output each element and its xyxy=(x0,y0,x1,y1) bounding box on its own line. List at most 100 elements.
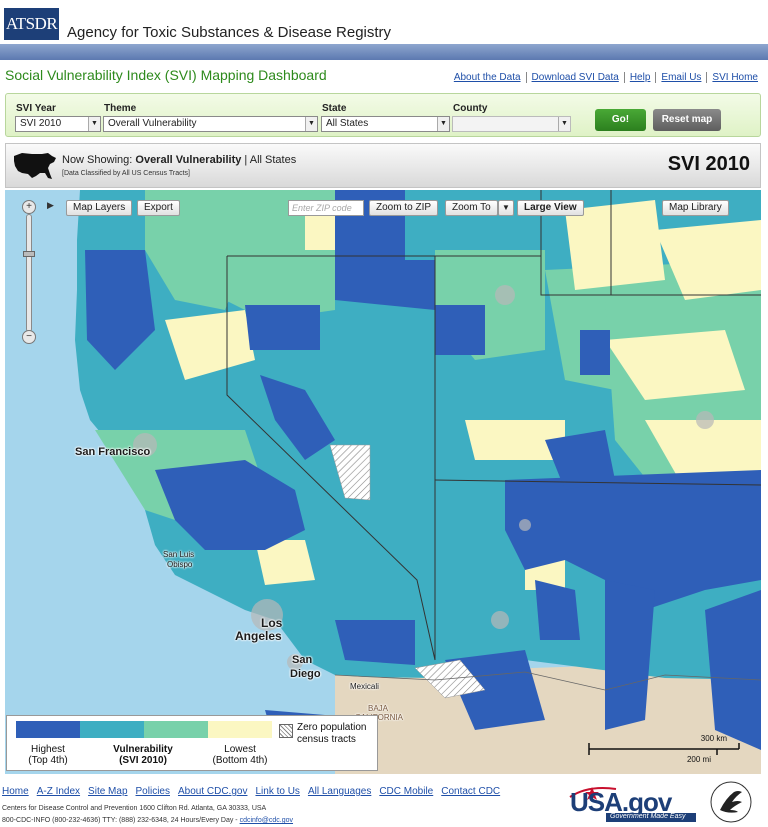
zoom-to-dropdown[interactable]: ▼ xyxy=(498,200,514,216)
svi-year-badge: SVI 2010 xyxy=(667,153,750,175)
hhs-eagle-icon[interactable] xyxy=(708,780,754,824)
svi-year-select[interactable]: SVI 2010 ▼ xyxy=(15,116,101,132)
region-label-baja-2: CALIFORNIA xyxy=(355,713,404,722)
legend-zero-1: Zero population xyxy=(297,722,367,733)
scale-bar-graphic xyxy=(588,743,740,755)
footer-link-home[interactable]: Home xyxy=(2,786,29,797)
zoom-track[interactable] xyxy=(26,214,32,332)
export-button[interactable]: Export xyxy=(137,200,180,216)
footer-link-mobile[interactable]: CDC Mobile xyxy=(379,786,434,797)
theme-label: Theme xyxy=(104,103,137,114)
map-library-button[interactable]: Map Library xyxy=(662,200,729,216)
site-header: ATSDR Agency for Toxic Substances & Dise… xyxy=(0,0,768,44)
city-label-sd-2: Diego xyxy=(290,668,321,680)
zoom-slider[interactable]: + − xyxy=(20,200,38,348)
zip-code-input[interactable]: Enter ZIP code xyxy=(288,200,364,216)
footer-phone: 800-CDC-INFO (800-232-4636) TTY: (888) 2… xyxy=(2,817,240,824)
city-label-slo-2: Obispo xyxy=(167,560,193,569)
footer-link-sitemap[interactable]: Site Map xyxy=(88,786,128,797)
atsdr-logo[interactable]: ATSDR xyxy=(4,8,59,40)
legend-highest: Highest (Top 4th) xyxy=(16,744,80,766)
help-link[interactable]: Help xyxy=(625,72,657,83)
now-showing-theme: Overall Vulnerability xyxy=(135,154,242,166)
county-select[interactable]: ▼ xyxy=(452,116,571,132)
scale-km-label: 300 km xyxy=(700,734,727,743)
legend-zero-2: census tracts xyxy=(297,734,356,745)
state-select[interactable]: All States ▼ xyxy=(321,116,450,132)
legend-zero-population: Zero population census tracts xyxy=(297,722,367,746)
legend-vulnerability: Vulnerability (SVI 2010) xyxy=(99,744,187,766)
map-legend: Highest (Top 4th) Vulnerability (SVI 201… xyxy=(6,715,378,771)
expand-panel-icon[interactable]: ▶ xyxy=(47,200,54,210)
zoom-thumb[interactable] xyxy=(23,251,35,258)
usagov-logo[interactable]: USA.gov Government Made Easy xyxy=(568,783,700,823)
footer-link-languages[interactable]: All Languages xyxy=(307,786,372,797)
svi-year-value: SVI 2010 xyxy=(20,118,62,129)
usagov-wordmark: USA.gov xyxy=(570,787,672,817)
now-showing-separator: | xyxy=(244,154,248,166)
city-label-la-2: Angeles xyxy=(235,629,282,643)
legend-swatch-lowest xyxy=(208,721,272,738)
legend-highest-label: Highest xyxy=(31,744,65,755)
map-canvas[interactable]: + − ▶ Map Layers Export Enter ZIP code Z… xyxy=(5,190,761,774)
reset-map-button[interactable]: Reset map xyxy=(653,109,721,131)
download-svi-link[interactable]: Download SVI Data xyxy=(527,72,625,83)
go-button[interactable]: Go! xyxy=(595,109,646,131)
email-us-link[interactable]: Email Us xyxy=(656,72,708,83)
svi-home-link[interactable]: SVI Home xyxy=(712,72,758,83)
usagov-logo-graphic xyxy=(569,787,696,822)
theme-select[interactable]: Overall Vulnerability ▼ xyxy=(103,116,318,132)
about-data-link[interactable]: About the Data xyxy=(449,72,527,83)
chevron-down-icon: ▼ xyxy=(558,117,570,131)
scale-bar: 300 km 200 mi xyxy=(587,734,741,766)
now-showing-scope: All States xyxy=(249,154,297,166)
region-label-baja-1: BAJA xyxy=(368,704,389,713)
page-title: Social Vulnerability Index (SVI) Mapping… xyxy=(5,67,327,83)
map-layers-button[interactable]: Map Layers xyxy=(66,200,133,216)
city-label-la-1: Los xyxy=(261,616,283,630)
footer-link-az[interactable]: A-Z Index xyxy=(36,786,81,797)
zoom-to-button[interactable]: Zoom To xyxy=(445,200,498,216)
footer-address: Centers for Disease Control and Preventi… xyxy=(2,805,267,812)
now-showing-text: Now Showing: Overall Vulnerability | All… xyxy=(62,154,296,166)
footer-link-contact[interactable]: Contact CDC xyxy=(441,786,501,797)
legend-swatch-3 xyxy=(144,721,208,738)
footer-link-about[interactable]: About CDC.gov xyxy=(177,786,248,797)
legend-highest-sub: (Top 4th) xyxy=(28,755,68,766)
us-map-icon xyxy=(14,153,56,179)
legend-lowest: Lowest (Bottom 4th) xyxy=(208,744,272,766)
theme-value: Overall Vulnerability xyxy=(108,118,197,129)
zoom-in-button[interactable]: + xyxy=(22,200,36,214)
legend-lowest-sub: (Bottom 4th) xyxy=(212,755,268,766)
city-label-mexicali: Mexicali xyxy=(350,682,379,691)
state-label: State xyxy=(322,103,347,114)
city-label-sd-1: San xyxy=(292,654,313,666)
top-links: About the Data Download SVI Data Help Em… xyxy=(449,72,758,83)
legend-swatch-2 xyxy=(80,721,144,738)
filter-panel: SVI Year SVI 2010 ▼ Theme Overall Vulner… xyxy=(5,93,761,137)
svi-year-label: SVI Year xyxy=(16,103,56,114)
chevron-down-icon: ▼ xyxy=(437,117,449,131)
city-label-sf: San Francisco xyxy=(75,446,151,458)
footer-link-linkto[interactable]: Link to Us xyxy=(255,786,300,797)
usagov-tagline: Government Made Easy xyxy=(610,813,686,820)
now-showing-prefix: Now Showing: xyxy=(62,154,133,166)
state-value: All States xyxy=(326,118,369,129)
footer-email-link[interactable]: cdcinfo@cdc.gov xyxy=(239,817,294,824)
agency-name: Agency for Toxic Substances & Disease Re… xyxy=(67,24,392,41)
scale-mi-label: 200 mi xyxy=(686,755,711,764)
footer-link-policies[interactable]: Policies xyxy=(135,786,170,797)
zoom-to-zip-button[interactable]: Zoom to ZIP xyxy=(369,200,439,216)
zoom-to-label: Zoom To xyxy=(452,202,491,213)
zoom-out-button[interactable]: − xyxy=(22,330,36,344)
choropleth-map[interactable] xyxy=(5,190,761,774)
county-label: County xyxy=(453,103,488,114)
large-view-button[interactable]: Large View xyxy=(517,200,584,216)
footer-links: Home A-Z Index Site Map Policies About C… xyxy=(2,786,500,797)
chevron-down-icon: ▼ xyxy=(88,117,100,131)
legend-lowest-label: Lowest xyxy=(224,744,256,755)
hatch-swatch-icon xyxy=(279,724,293,738)
legend-vuln-sub: (SVI 2010) xyxy=(119,755,167,766)
legend-vuln-label: Vulnerability xyxy=(113,744,173,755)
legend-swatch-highest xyxy=(16,721,80,738)
